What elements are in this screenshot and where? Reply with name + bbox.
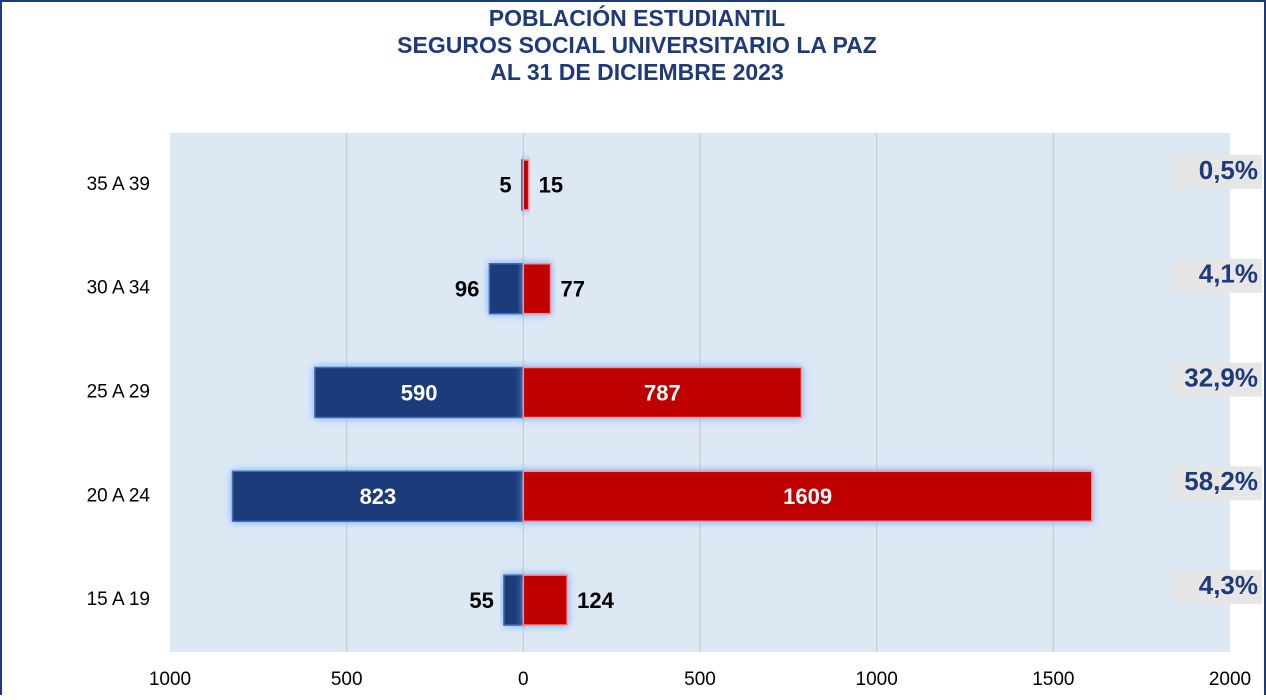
annotation-bg [1172, 466, 1262, 501]
bar [314, 366, 525, 419]
annotation: 4,3% [1199, 570, 1258, 600]
chart-title: AL 31 DE DICIEMBRE 2023 [490, 59, 784, 85]
data-label: 96 [455, 277, 479, 302]
bar [522, 262, 552, 315]
y-tick-label: 25 A 29 [87, 382, 150, 403]
data-label: 823 [360, 484, 397, 509]
bar [231, 470, 525, 523]
x-tick-label: 1000 [856, 669, 898, 690]
x-tick-label: 500 [331, 669, 363, 690]
chart-title: POBLACIÓN ESTUDIANTIL [489, 4, 785, 31]
y-tick-label: 35 A 39 [87, 174, 150, 195]
bar [522, 470, 1093, 523]
bar [522, 574, 568, 626]
data-label: 55 [469, 588, 493, 613]
data-label: 1609 [783, 484, 832, 509]
x-tick-label: 1000 [149, 669, 191, 690]
y-tick-label: 20 A 24 [87, 485, 151, 506]
annotation: 0,5% [1199, 155, 1258, 185]
x-tick-label: 2000 [1209, 669, 1251, 690]
data-label: 5 [499, 173, 511, 198]
data-label: 590 [401, 380, 438, 405]
annotation-bg [1172, 154, 1262, 189]
annotation: 4,1% [1199, 259, 1258, 289]
annotation-bg [1172, 570, 1262, 605]
chart-title: SEGUROS SOCIAL UNIVERSITARIO LA PAZ [397, 32, 877, 58]
annotation: 58,2% [1184, 466, 1258, 496]
annotation-bg [1172, 258, 1262, 293]
annotation-bg [1172, 362, 1262, 397]
data-label: 124 [577, 588, 614, 613]
x-tick-label: 0 [518, 669, 529, 690]
y-tick-label: 30 A 34 [87, 278, 151, 299]
bar [522, 159, 530, 211]
bar [522, 366, 803, 419]
bar [503, 574, 525, 626]
data-label: 15 [539, 173, 563, 198]
data-label: 787 [644, 380, 681, 405]
annotation: 32,9% [1184, 362, 1258, 392]
y-tick-label: 15 A 19 [87, 589, 150, 610]
data-label: 77 [561, 277, 585, 302]
x-tick-label: 1500 [1032, 669, 1074, 690]
x-tick-label: 500 [684, 669, 716, 690]
bar [488, 262, 525, 315]
